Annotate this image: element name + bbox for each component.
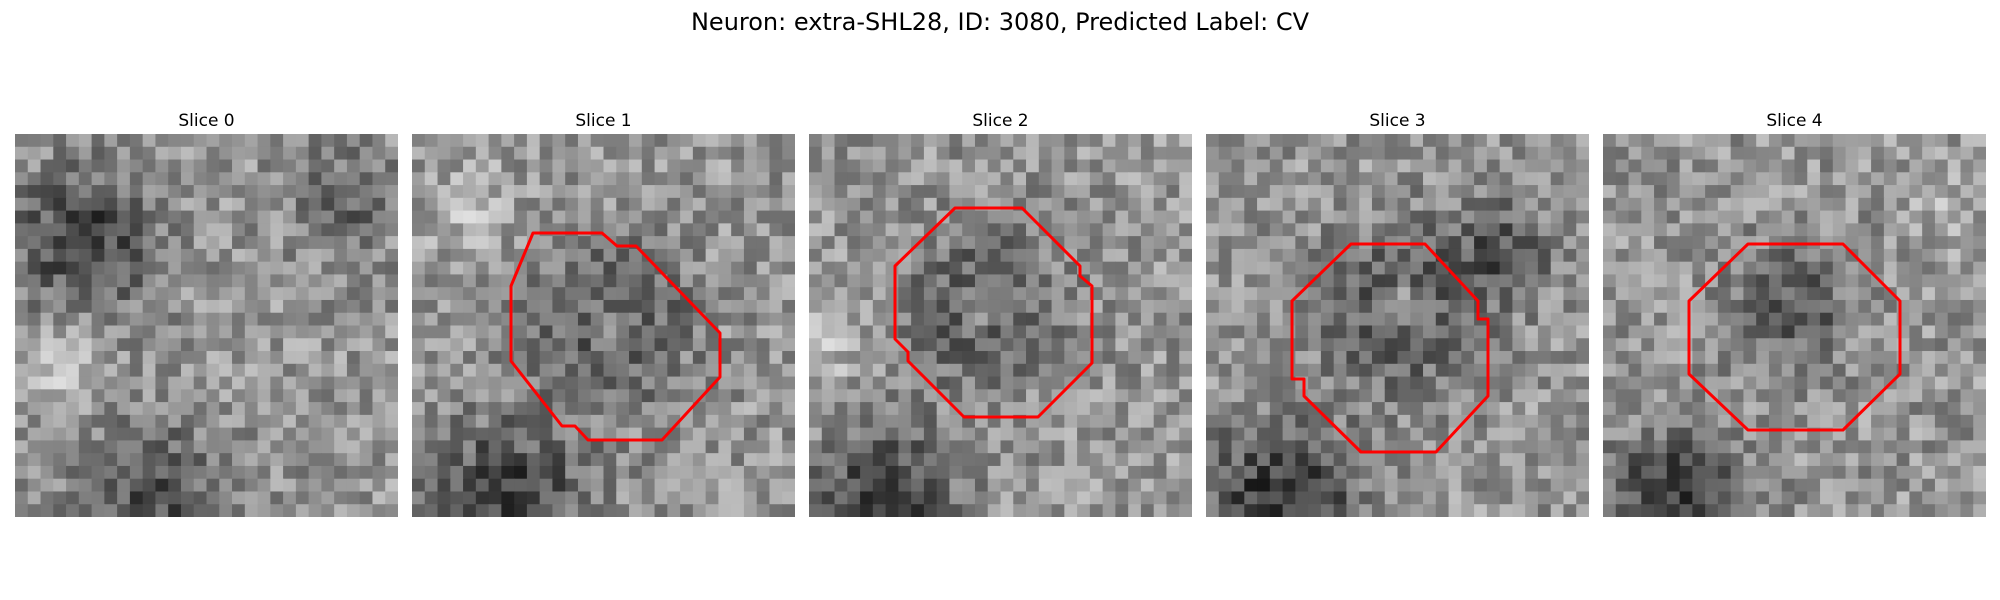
slice-0-panel: Slice 0 [15, 108, 398, 517]
slice-3-image [1206, 134, 1589, 517]
slice-0-image [15, 134, 398, 517]
slice-1-title: Slice 1 [575, 111, 632, 131]
slice-2-contour [893, 206, 1094, 419]
slice-3-contour [1290, 242, 1490, 454]
slice-4-image [1603, 134, 1986, 517]
slice-1-panel: Slice 1 [412, 108, 795, 517]
slice-2-panel: Slice 2 [809, 108, 1192, 517]
slice-3-title: Slice 3 [1369, 111, 1426, 131]
slice-0-title: Slice 0 [178, 111, 235, 131]
slice-4-panel: Slice 4 [1603, 108, 1986, 517]
slice-2-title: Slice 2 [972, 111, 1029, 131]
slice-1-contour [509, 231, 722, 442]
slice-3-panel: Slice 3 [1206, 108, 1589, 517]
slice-2-image [809, 134, 1192, 517]
slice-1-image [412, 134, 795, 517]
slice-4-title: Slice 4 [1766, 111, 1823, 131]
figure-title: Neuron: extra-SHL28, ID: 3080, Predicted… [690, 8, 1310, 36]
slice-4-contour [1687, 242, 1902, 432]
